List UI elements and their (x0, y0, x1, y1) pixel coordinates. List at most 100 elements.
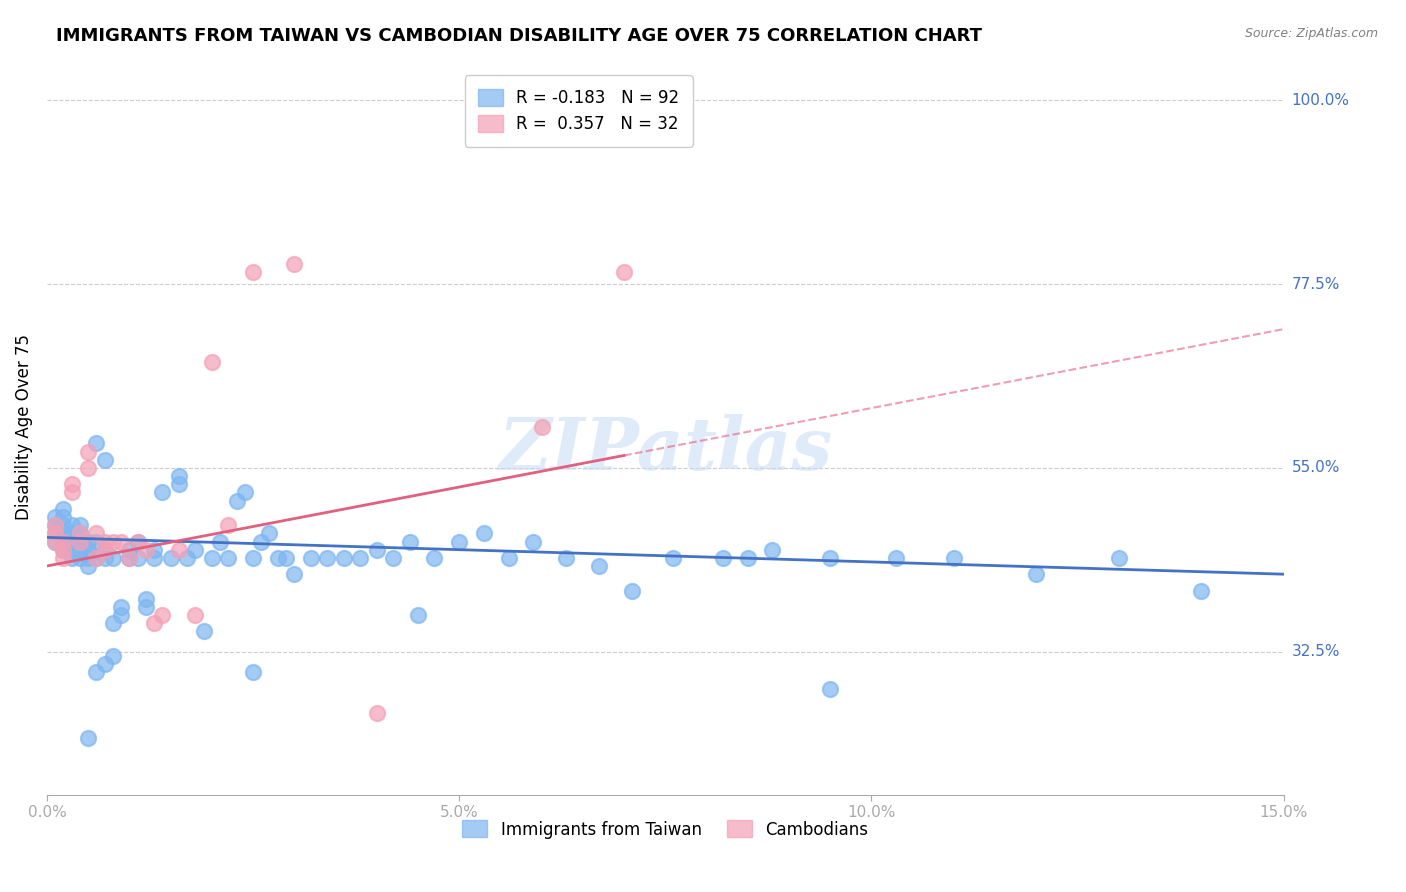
Immigrants from Taiwan (101, 550, 124, 565)
Immigrants from Taiwan (167, 477, 190, 491)
Immigrants from Taiwan (588, 559, 610, 574)
Immigrants from Taiwan (201, 550, 224, 565)
Immigrants from Taiwan (1025, 567, 1047, 582)
Y-axis label: Disability Age Over 75: Disability Age Over 75 (15, 334, 32, 520)
Immigrants from Taiwan (942, 550, 965, 565)
Immigrants from Taiwan (110, 599, 132, 614)
Cambodians (366, 706, 388, 720)
Immigrants from Taiwan (93, 657, 115, 671)
Immigrants from Taiwan (60, 550, 83, 565)
Immigrants from Taiwan (143, 542, 166, 557)
Immigrants from Taiwan (52, 510, 75, 524)
Immigrants from Taiwan (159, 550, 181, 565)
Immigrants from Taiwan (118, 542, 141, 557)
Immigrants from Taiwan (44, 526, 66, 541)
Immigrants from Taiwan (110, 607, 132, 622)
Cambodians (69, 534, 91, 549)
Immigrants from Taiwan (52, 526, 75, 541)
Cambodians (93, 534, 115, 549)
Immigrants from Taiwan (143, 550, 166, 565)
Immigrants from Taiwan (77, 731, 100, 745)
Immigrants from Taiwan (818, 681, 841, 696)
Immigrants from Taiwan (77, 542, 100, 557)
Immigrants from Taiwan (52, 534, 75, 549)
Cambodians (201, 355, 224, 369)
Immigrants from Taiwan (150, 485, 173, 500)
Immigrants from Taiwan (711, 550, 734, 565)
Text: 55.0%: 55.0% (1292, 460, 1340, 475)
Immigrants from Taiwan (242, 665, 264, 680)
Cambodians (242, 265, 264, 279)
Immigrants from Taiwan (77, 559, 100, 574)
Immigrants from Taiwan (621, 583, 644, 598)
Immigrants from Taiwan (217, 550, 239, 565)
Cambodians (77, 461, 100, 475)
Immigrants from Taiwan (184, 542, 207, 557)
Cambodians (52, 534, 75, 549)
Immigrants from Taiwan (52, 518, 75, 533)
Immigrants from Taiwan (69, 518, 91, 533)
Immigrants from Taiwan (167, 469, 190, 483)
Cambodians (150, 607, 173, 622)
Immigrants from Taiwan (69, 534, 91, 549)
Cambodians (167, 542, 190, 557)
Immigrants from Taiwan (44, 518, 66, 533)
Cambodians (44, 518, 66, 533)
Immigrants from Taiwan (299, 550, 322, 565)
Immigrants from Taiwan (69, 542, 91, 557)
Immigrants from Taiwan (86, 436, 108, 450)
Immigrants from Taiwan (118, 550, 141, 565)
Immigrants from Taiwan (366, 542, 388, 557)
Text: Source: ZipAtlas.com: Source: ZipAtlas.com (1244, 27, 1378, 40)
Cambodians (613, 265, 636, 279)
Immigrants from Taiwan (382, 550, 405, 565)
Immigrants from Taiwan (283, 567, 305, 582)
Cambodians (217, 518, 239, 533)
Text: 32.5%: 32.5% (1292, 644, 1340, 659)
Immigrants from Taiwan (208, 534, 231, 549)
Cambodians (44, 534, 66, 549)
Immigrants from Taiwan (274, 550, 297, 565)
Immigrants from Taiwan (242, 550, 264, 565)
Cambodians (86, 526, 108, 541)
Immigrants from Taiwan (86, 665, 108, 680)
Cambodians (143, 616, 166, 631)
Immigrants from Taiwan (77, 534, 100, 549)
Immigrants from Taiwan (398, 534, 420, 549)
Legend: Immigrants from Taiwan, Cambodians: Immigrants from Taiwan, Cambodians (456, 814, 875, 846)
Immigrants from Taiwan (127, 550, 149, 565)
Cambodians (60, 485, 83, 500)
Cambodians (283, 257, 305, 271)
Cambodians (530, 420, 553, 434)
Text: 77.5%: 77.5% (1292, 277, 1340, 292)
Immigrants from Taiwan (77, 550, 100, 565)
Text: IMMIGRANTS FROM TAIWAN VS CAMBODIAN DISABILITY AGE OVER 75 CORRELATION CHART: IMMIGRANTS FROM TAIWAN VS CAMBODIAN DISA… (56, 27, 983, 45)
Immigrants from Taiwan (101, 616, 124, 631)
Immigrants from Taiwan (60, 526, 83, 541)
Immigrants from Taiwan (52, 542, 75, 557)
Immigrants from Taiwan (127, 534, 149, 549)
Immigrants from Taiwan (193, 624, 215, 639)
Immigrants from Taiwan (44, 510, 66, 524)
Immigrants from Taiwan (818, 550, 841, 565)
Immigrants from Taiwan (60, 518, 83, 533)
Immigrants from Taiwan (93, 452, 115, 467)
Immigrants from Taiwan (225, 493, 247, 508)
Cambodians (110, 534, 132, 549)
Immigrants from Taiwan (884, 550, 907, 565)
Cambodians (101, 534, 124, 549)
Cambodians (135, 542, 157, 557)
Immigrants from Taiwan (135, 599, 157, 614)
Immigrants from Taiwan (737, 550, 759, 565)
Immigrants from Taiwan (449, 534, 471, 549)
Immigrants from Taiwan (93, 542, 115, 557)
Immigrants from Taiwan (406, 607, 429, 622)
Cambodians (86, 550, 108, 565)
Cambodians (44, 526, 66, 541)
Immigrants from Taiwan (662, 550, 685, 565)
Immigrants from Taiwan (423, 550, 446, 565)
Text: ZIPatlas: ZIPatlas (498, 414, 832, 484)
Immigrants from Taiwan (233, 485, 256, 500)
Immigrants from Taiwan (761, 542, 783, 557)
Immigrants from Taiwan (44, 534, 66, 549)
